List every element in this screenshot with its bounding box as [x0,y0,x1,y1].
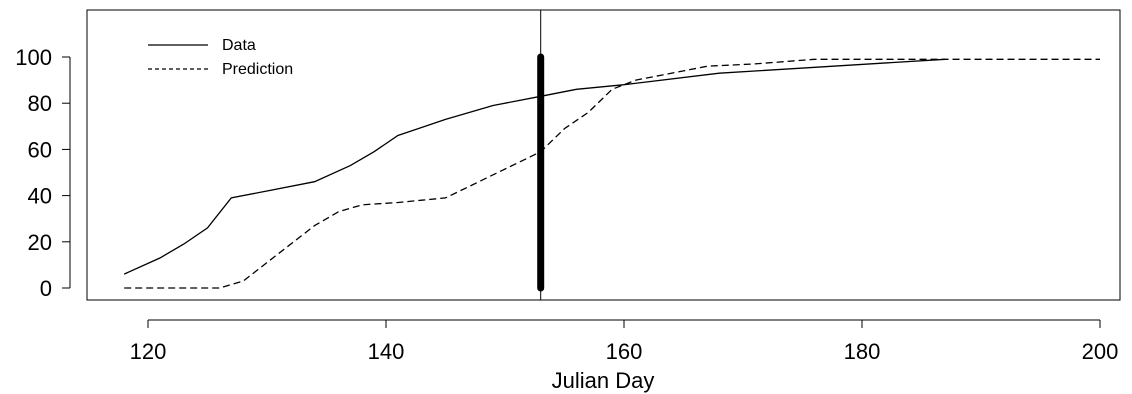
y-tick-label: 80 [28,91,52,116]
x-tick-label: 200 [1082,339,1119,364]
y-tick-label: 0 [40,276,52,301]
x-tick-label: 160 [606,339,643,364]
y-tick-label: 20 [28,230,52,255]
x-tick-label: 140 [368,339,405,364]
series-lines [123,58,1100,289]
series-line-prediction [124,58,1100,289]
y-tick-label: 100 [15,45,52,70]
series-line-data [123,58,946,275]
x-axis-label: Julian Day [552,368,655,393]
legend-label: Prediction [222,61,293,78]
plot-frame [86,9,1121,301]
x-tick-label: 120 [130,339,167,364]
y-axis: 0 20 40 60 80 100 [15,45,71,301]
x-tick-label: 180 [844,339,881,364]
y-tick-label: 40 [28,184,52,209]
legend-label: Data [222,37,256,54]
legend: Data Prediction [148,37,293,78]
x-axis: 120 140 160 180 200 [130,319,1119,364]
y-tick-label: 60 [28,137,52,162]
